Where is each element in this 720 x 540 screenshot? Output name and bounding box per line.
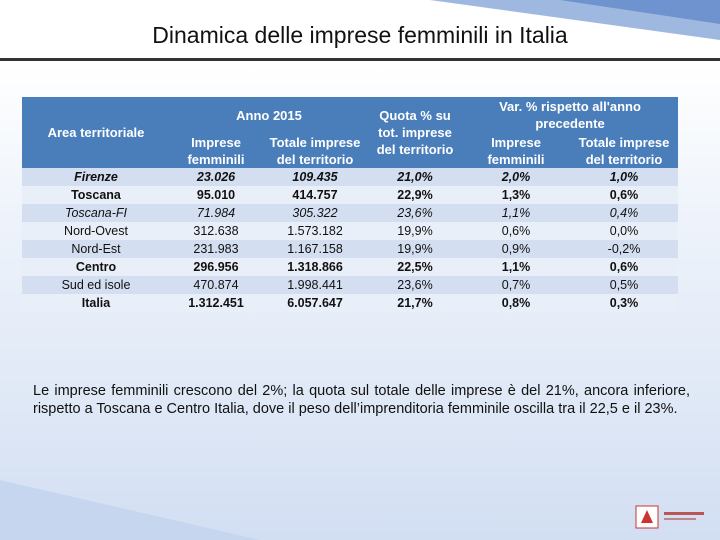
table-cell: -0,2% xyxy=(570,240,678,258)
row-label: Sud ed isole xyxy=(22,276,170,294)
table-cell: 21,7% xyxy=(368,294,462,312)
table-body: Firenze 23.026 109.435 21,0% 2,0% 1,0% Toscana… xyxy=(22,168,678,312)
row-label: Nord-Ovest xyxy=(22,222,170,240)
data-table: Area territoriale Anno 2015 Quota % su t… xyxy=(22,97,678,312)
table-cell: 231.983 xyxy=(170,240,262,258)
table-cell: 1.573.182 xyxy=(262,222,368,240)
table-cell: 21,0% xyxy=(368,168,462,186)
row-label: Centro xyxy=(22,258,170,276)
header-cell: Var. % rispetto all'anno precedente xyxy=(462,97,678,133)
table-cell: 305.322 xyxy=(262,204,368,222)
table-cell: 1,0% xyxy=(570,168,678,186)
table-cell: 312.638 xyxy=(170,222,262,240)
corner-stripe xyxy=(0,480,260,540)
table-cell: 0,9% xyxy=(462,240,570,258)
table-cell: 0,5% xyxy=(570,276,678,294)
table-row: Toscana 95.010 414.757 22,9% 1,3% 0,6% xyxy=(22,186,678,204)
table-cell: 22,5% xyxy=(368,258,462,276)
paragraph: Le imprese femminili crescono del 2%; la… xyxy=(33,383,690,417)
table-row: Firenze 23.026 109.435 21,0% 2,0% 1,0% xyxy=(22,168,678,186)
table-cell: 23,6% xyxy=(368,276,462,294)
slide-title: Dinamica delle imprese femminili in Ital… xyxy=(152,22,568,48)
table-row: Toscana-FI 71.984 305.322 23,6% 1,1% 0,4% xyxy=(22,204,678,222)
row-label: Toscana-FI xyxy=(22,204,170,222)
table-cell: 1,1% xyxy=(462,204,570,222)
table-cell: 470.874 xyxy=(170,276,262,294)
row-label: Firenze xyxy=(22,168,170,186)
table-cell: 71.984 xyxy=(170,204,262,222)
title-rule xyxy=(0,58,720,61)
row-label: Toscana xyxy=(22,186,170,204)
header-cell: Totale imprese del territorio xyxy=(262,133,368,168)
table-row: Nord-Ovest 312.638 1.573.182 19,9% 0,6% 0,0% xyxy=(22,222,678,240)
table-row: Italia 1.312.451 6.057.647 21,7% 0,8% 0,3% xyxy=(22,294,678,312)
table-cell: 23,6% xyxy=(368,204,462,222)
table-cell: 19,9% xyxy=(368,240,462,258)
table-cell: 23.026 xyxy=(170,168,262,186)
table-cell: 0,7% xyxy=(462,276,570,294)
table-cell: 296.956 xyxy=(170,258,262,276)
table-cell: 1.312.451 xyxy=(170,294,262,312)
header-cell: Imprese femminili xyxy=(170,133,262,168)
table-row: Centro 296.956 1.318.866 22,5% 1,1% 0,6% xyxy=(22,258,678,276)
table-cell: 95.010 xyxy=(170,186,262,204)
table-cell: 1,1% xyxy=(462,258,570,276)
table-cell: 0,3% xyxy=(570,294,678,312)
header-cell: Anno 2015 xyxy=(170,97,368,133)
table-row: Sud ed isole 470.874 1.998.441 23,6% 0,7% 0,5… xyxy=(22,276,678,294)
logo xyxy=(635,505,704,529)
table-cell: 1.318.866 xyxy=(262,258,368,276)
corner-stripe xyxy=(560,0,720,24)
table-cell: 2,0% xyxy=(462,168,570,186)
table-cell: 22,9% xyxy=(368,186,462,204)
table-cell: 0,4% xyxy=(570,204,678,222)
header-cell: Imprese femminili xyxy=(462,133,570,168)
table-cell: 1,3% xyxy=(462,186,570,204)
table-cell: 0,6% xyxy=(570,258,678,276)
table-cell: 414.757 xyxy=(262,186,368,204)
row-label: Italia xyxy=(22,294,170,312)
header-cell: Area territoriale xyxy=(22,97,170,168)
table-cell: 6.057.647 xyxy=(262,294,368,312)
table-cell: 0,6% xyxy=(570,186,678,204)
row-label: Nord-Est xyxy=(22,240,170,258)
table-cell: 109.435 xyxy=(262,168,368,186)
table-cell: 1.998.441 xyxy=(262,276,368,294)
table-row: Nord-Est 231.983 1.167.158 19,9% 0,9% -0,2% xyxy=(22,240,678,258)
table-cell: 19,9% xyxy=(368,222,462,240)
header-cell: Totale imprese del territorio xyxy=(570,133,678,168)
table-cell: 0,6% xyxy=(462,222,570,240)
table-cell: 1.167.158 xyxy=(262,240,368,258)
table-cell: 0,0% xyxy=(570,222,678,240)
table-cell: 0,8% xyxy=(462,294,570,312)
header-cell: Quota % su tot. imprese del territorio xyxy=(368,97,462,168)
